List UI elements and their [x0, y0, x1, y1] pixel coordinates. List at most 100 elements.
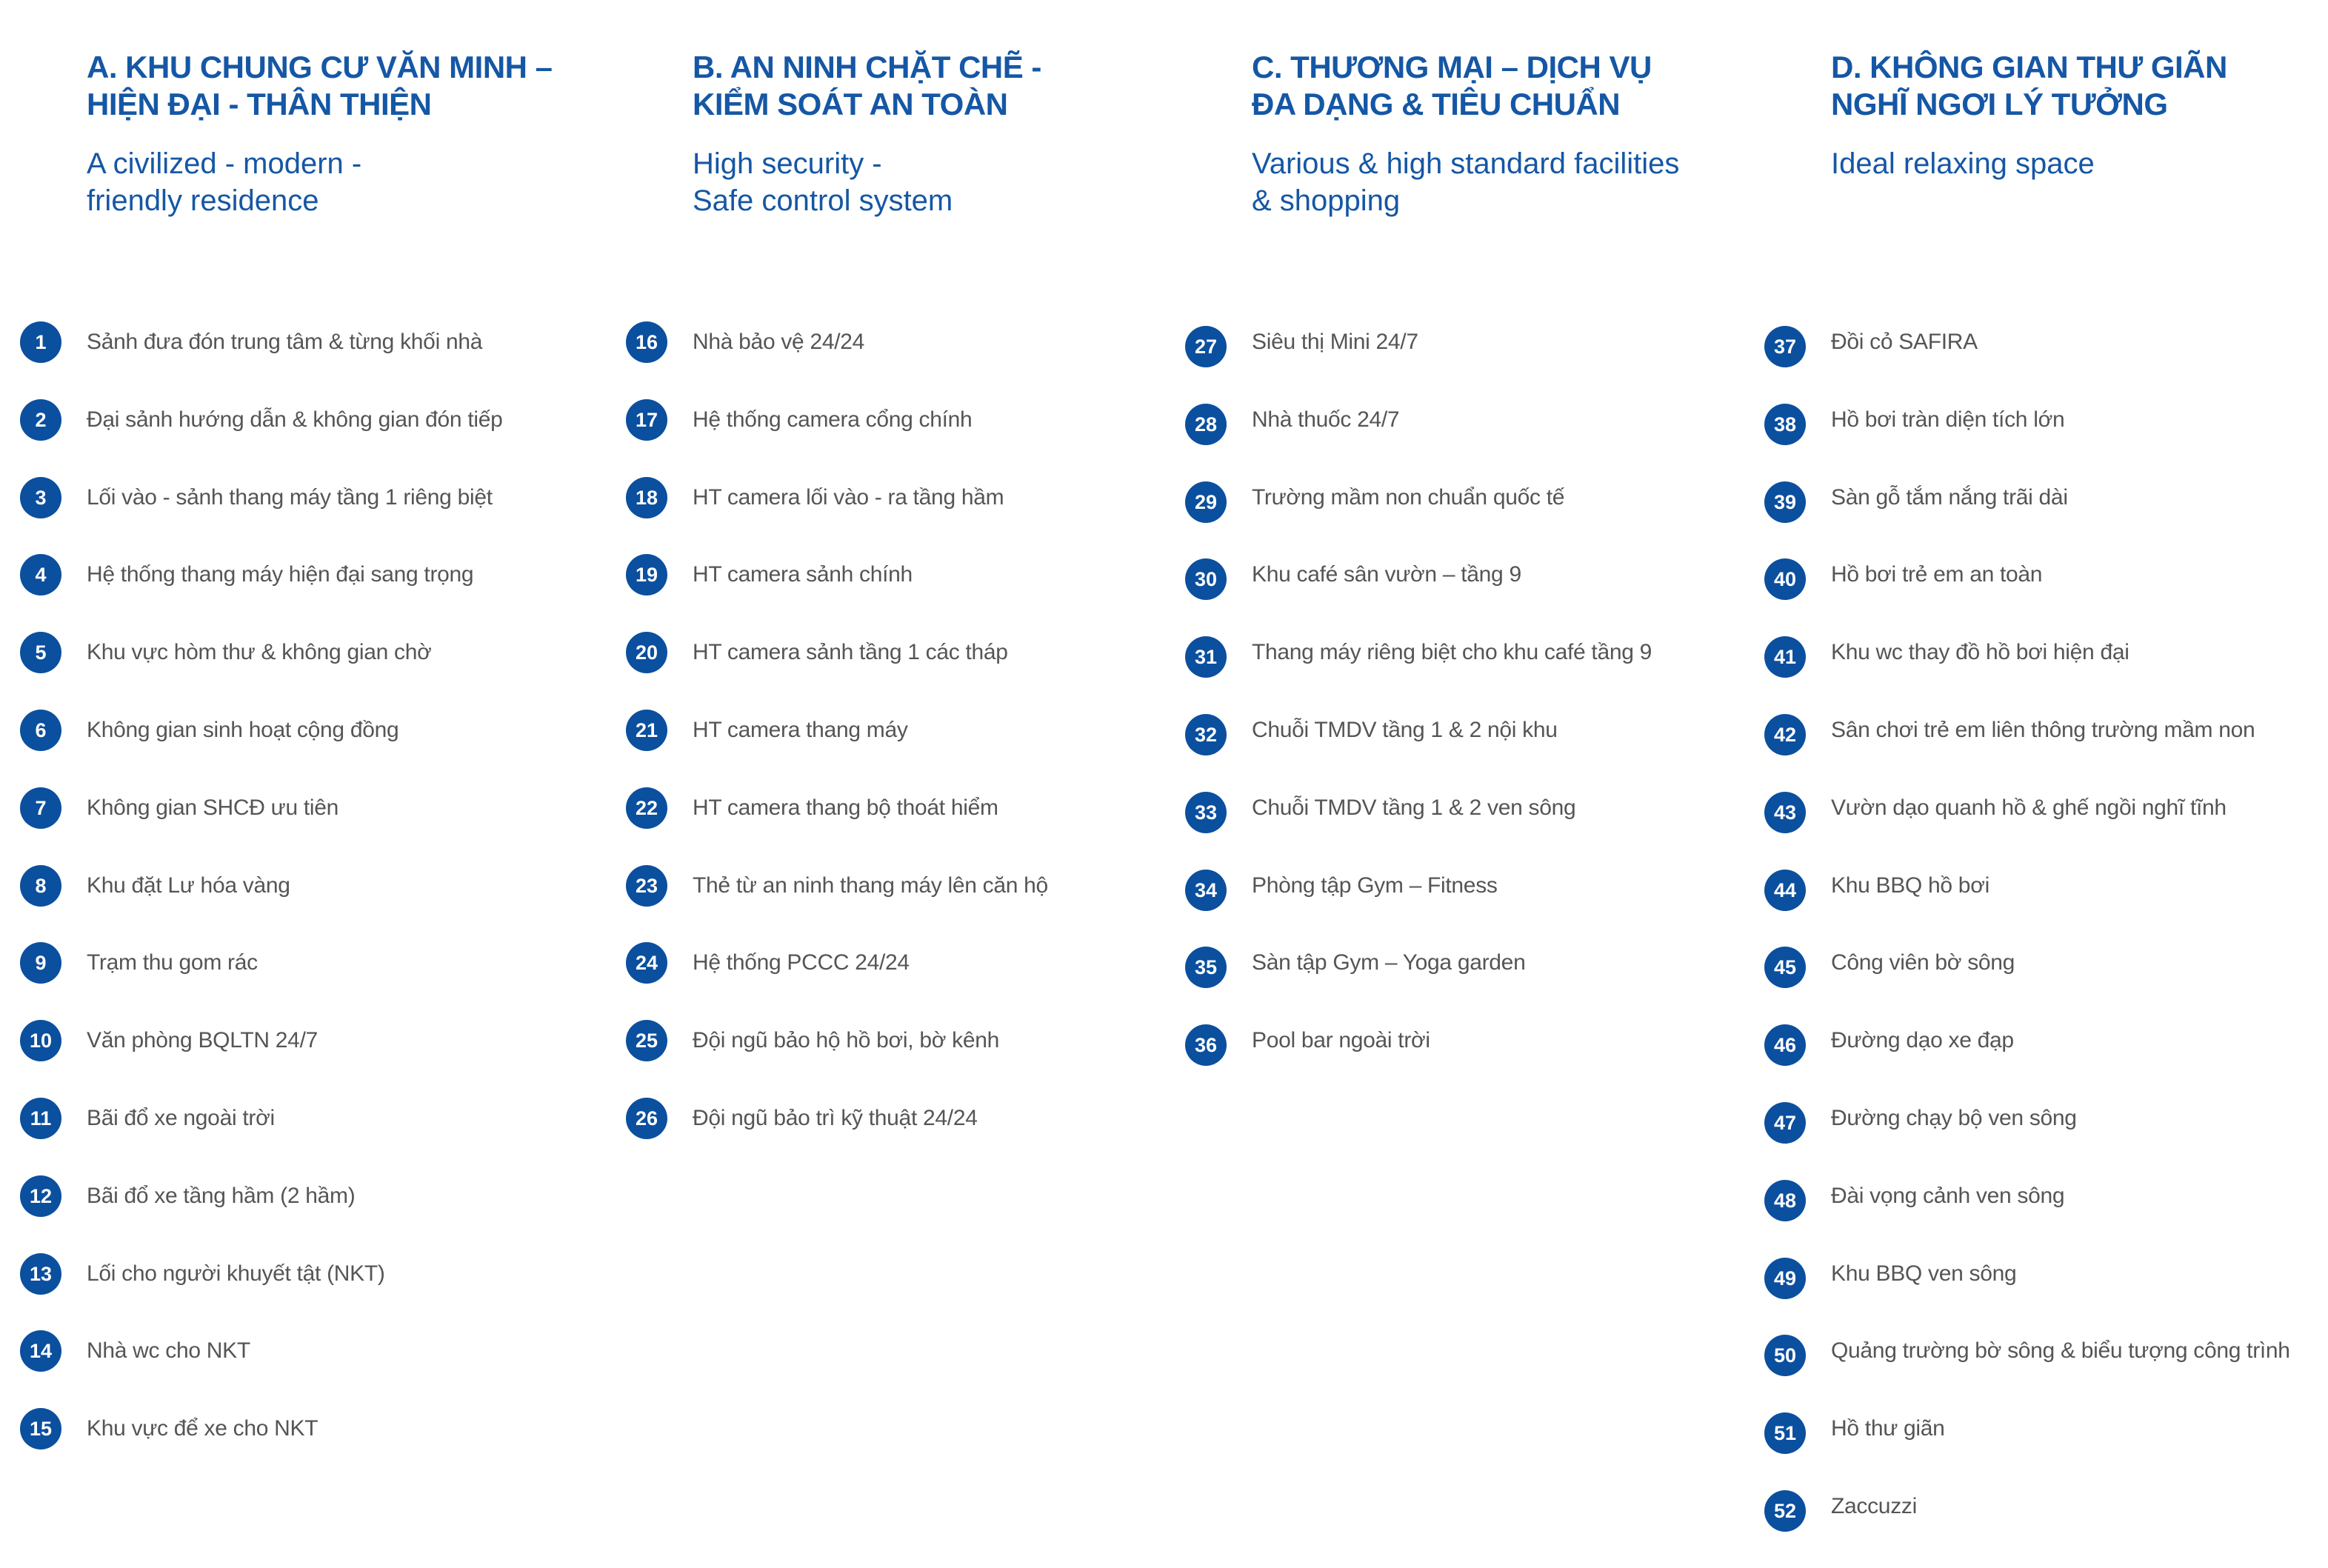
- item-text: Phòng tập Gym – Fitness: [1252, 873, 1498, 898]
- item-number: 46: [1764, 1024, 1806, 1067]
- item-number: 10: [20, 1020, 61, 1062]
- title-line: NGHĨ NGƠI LÝ TƯỞNG: [1831, 87, 2168, 121]
- item-number: 25: [626, 1020, 667, 1062]
- item-text: Đội ngũ bảo trì kỹ thuật 24/24: [693, 1106, 978, 1130]
- item-text: Khu vực hòm thư & không gian chờ: [87, 640, 432, 665]
- subtitle-line: & shopping: [1252, 184, 1401, 217]
- item-number: 43: [1764, 791, 1806, 833]
- item-number: 20: [626, 632, 667, 674]
- item-number: 1: [20, 321, 61, 363]
- item-text: Đội ngũ bảo hộ hồ bơi, bờ kênh: [693, 1028, 999, 1053]
- item-number: 27: [1185, 326, 1227, 367]
- item-text: Hồ bơi trẻ em an toàn: [1831, 562, 2043, 587]
- item-text: Văn phòng BQLTN 24/7: [87, 1028, 318, 1053]
- item-text: Chuỗi TMDV tầng 1 & 2 nội khu: [1252, 718, 1558, 742]
- column-subtitle: Ideal relaxing space: [1831, 145, 2095, 182]
- subtitle-line: Various & high standard facilities: [1252, 147, 1680, 180]
- column-title: D. KHÔNG GIAN THƯ GIÃN NGHĨ NGƠI LÝ TƯỞNG: [1831, 49, 2227, 123]
- item-number: 3: [20, 476, 61, 518]
- item-text: HT camera thang bộ thoát hiểm: [693, 795, 998, 820]
- item-number: 2: [20, 398, 61, 441]
- item-number: 14: [20, 1330, 61, 1372]
- item-text: Khu đặt Lư hóa vàng: [87, 873, 290, 898]
- item-text: Thang máy riêng biệt cho khu café tầng 9: [1252, 640, 1652, 665]
- subtitle-line: A civilized - modern -: [87, 147, 362, 180]
- item-text: Sàn gỗ tắm nắng trãi dài: [1831, 484, 2068, 510]
- item-text: HT camera sảnh tầng 1 các tháp: [693, 640, 1008, 665]
- item-text: Hồ thư giãn: [1831, 1416, 1945, 1441]
- item-number: 39: [1764, 481, 1806, 523]
- item-text: Sân chơi trẻ em liên thông trường mầm no…: [1831, 718, 2255, 742]
- item-number: 36: [1185, 1024, 1227, 1067]
- item-text: Nhà bảo vệ 24/24: [693, 330, 865, 354]
- item-number: 17: [626, 398, 667, 441]
- item-number: 21: [626, 710, 667, 751]
- item-number: 9: [20, 942, 61, 984]
- item-text: Đồi cỏ SAFIRA: [1831, 330, 1978, 354]
- item-number: 8: [20, 864, 61, 907]
- item-text: Không gian SHCĐ ưu tiên: [87, 795, 339, 820]
- item-text: Lối vào - sảnh thang máy tầng 1 riêng bi…: [87, 484, 493, 510]
- title-line: D. KHÔNG GIAN THƯ GIÃN: [1831, 50, 2227, 84]
- item-text: Công viên bờ sông: [1831, 950, 2015, 975]
- column-subtitle: A civilized - modern - friendly residence: [87, 145, 361, 219]
- item-text: Không gian sinh hoạt cộng đồng: [87, 718, 399, 742]
- item-text: Đường chạy bộ ven sông: [1831, 1106, 2077, 1130]
- subtitle-line: High security -: [693, 147, 882, 180]
- item-number: 4: [20, 554, 61, 596]
- item-text: HT camera lối vào - ra tầng hầm: [693, 484, 1004, 510]
- item-number: 40: [1764, 558, 1806, 601]
- item-number: 24: [626, 942, 667, 984]
- item-text: Pool bar ngoài trời: [1252, 1028, 1430, 1053]
- item-text: Hệ thống thang máy hiện đại sang trọng: [87, 562, 474, 587]
- subtitle-line: Ideal relaxing space: [1831, 147, 2095, 180]
- item-number: 11: [20, 1098, 61, 1139]
- column-title: C. THƯƠNG MẠI – DỊCH VỤ ĐA DẠNG & TIÊU CH…: [1252, 49, 1652, 123]
- item-number: 33: [1185, 791, 1227, 833]
- item-number: 50: [1764, 1335, 1806, 1377]
- item-number: 45: [1764, 947, 1806, 989]
- item-number: 47: [1764, 1102, 1806, 1144]
- item-text: Đại sảnh hướng dẫn & không gian đón tiếp: [87, 407, 503, 432]
- item-text: Trạm thu gom rác: [87, 950, 258, 975]
- item-text: Khu BBQ ven sông: [1831, 1261, 2017, 1286]
- title-line: ĐA DẠNG & TIÊU CHUẨN: [1252, 87, 1621, 121]
- item-number: 42: [1764, 714, 1806, 755]
- item-text: HT camera sảnh chính: [693, 562, 913, 587]
- item-number: 37: [1764, 326, 1806, 367]
- item-number: 15: [20, 1408, 61, 1450]
- item-text: Trường mầm non chuẩn quốc tế: [1252, 484, 1565, 510]
- item-number: 32: [1185, 714, 1227, 755]
- item-number: 49: [1764, 1257, 1806, 1299]
- item-text: Khu café sân vườn – tầng 9: [1252, 562, 1521, 587]
- item-text: Zaccuzzi: [1831, 1494, 1917, 1518]
- item-text: Sàn tập Gym – Yoga garden: [1252, 950, 1526, 975]
- item-text: Khu BBQ hồ bơi: [1831, 873, 1990, 898]
- item-number: 6: [20, 710, 61, 751]
- item-text: Lối cho người khuyết tật (NKT): [87, 1261, 385, 1286]
- title-line: HIỆN ĐẠI - THÂN THIỆN: [87, 87, 432, 121]
- title-line: A. KHU CHUNG CƯ VĂN MINH –: [87, 50, 553, 84]
- item-text: Hồ bơi tràn diện tích lớn: [1831, 407, 2065, 432]
- item-text: Nhà thuốc 24/7: [1252, 407, 1400, 432]
- item-number: 30: [1185, 558, 1227, 601]
- item-text: Hệ thống PCCC 24/24: [693, 950, 910, 975]
- item-number: 5: [20, 632, 61, 674]
- item-text: Vườn dạo quanh hồ & ghế ngồi nghĩ tĩnh: [1831, 795, 2227, 820]
- column-title: B. AN NINH CHẶT CHẼ - KIỂM SOÁT AN TOÀN: [693, 49, 1041, 123]
- item-text: Bãi đổ xe tầng hầm (2 hầm): [87, 1183, 356, 1208]
- item-text: Nhà wc cho NKT: [87, 1338, 250, 1364]
- item-text: Đường dạo xe đạp: [1831, 1028, 2014, 1053]
- item-number: 19: [626, 554, 667, 596]
- item-text: Chuỗi TMDV tầng 1 & 2 ven sông: [1252, 795, 1576, 820]
- column-subtitle: Various & high standard facilities & shop…: [1252, 145, 1679, 219]
- item-number: 16: [626, 321, 667, 363]
- item-text: Sảnh đưa đón trung tâm & từng khối nhà: [87, 330, 483, 354]
- item-number: 22: [626, 787, 667, 829]
- item-text: Siêu thị Mini 24/7: [1252, 330, 1418, 354]
- item-number: 28: [1185, 403, 1227, 445]
- item-number: 34: [1185, 869, 1227, 911]
- item-text: Bãi đổ xe ngoài trời: [87, 1106, 275, 1130]
- item-number: 26: [626, 1098, 667, 1139]
